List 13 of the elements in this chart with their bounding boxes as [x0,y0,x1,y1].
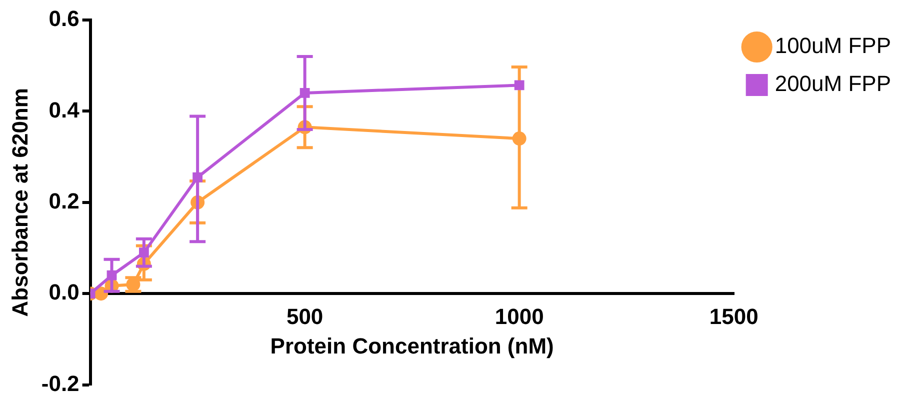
legend-label: 100uM FPP [774,33,892,58]
point [514,80,524,90]
y-tick-label: -0.2 [41,370,80,396]
y-tick-label: 0.0 [48,280,80,305]
x-axis-title: Protein Concentration (nM) [270,333,554,358]
y-tick-label: 0.2 [48,188,80,214]
y-tick-label: 0.4 [48,97,80,122]
x-tick-label: 1000 [494,304,544,329]
x-tick-label: 1500 [709,304,758,329]
y-axis-title: Absorbance at 620nm [7,88,32,317]
y-tick-label: 0.6 [48,6,80,32]
legend-label: 200uM FPP [774,71,892,96]
x-tick-label: 500 [286,304,324,329]
